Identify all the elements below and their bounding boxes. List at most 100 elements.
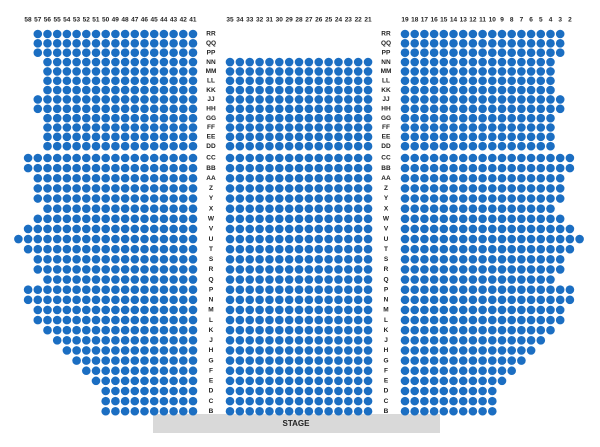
seat[interactable]: [101, 104, 110, 114]
seat[interactable]: [324, 76, 333, 86]
seat[interactable]: [353, 295, 363, 305]
seat[interactable]: [488, 346, 497, 355]
seat[interactable]: [344, 244, 353, 254]
seat[interactable]: [526, 29, 536, 39]
seat[interactable]: [159, 396, 169, 406]
seat[interactable]: [169, 95, 178, 104]
seat[interactable]: [526, 234, 536, 244]
seat[interactable]: [468, 224, 478, 234]
seat[interactable]: [43, 285, 52, 294]
seat[interactable]: [410, 132, 420, 142]
seat[interactable]: [245, 406, 255, 416]
seat[interactable]: [400, 315, 410, 325]
seat[interactable]: [52, 76, 62, 86]
seat[interactable]: [225, 356, 235, 365]
seat[interactable]: [304, 85, 314, 95]
seat[interactable]: [91, 275, 101, 284]
seat[interactable]: [449, 39, 458, 48]
seat[interactable]: [468, 29, 478, 39]
seat[interactable]: [546, 285, 555, 294]
seat[interactable]: [536, 204, 546, 213]
seat[interactable]: [275, 356, 284, 365]
seat[interactable]: [344, 85, 353, 95]
seat[interactable]: [324, 173, 333, 183]
seat[interactable]: [420, 184, 429, 193]
seat[interactable]: [468, 57, 478, 67]
seat[interactable]: [52, 113, 62, 123]
seat[interactable]: [458, 113, 468, 123]
seat[interactable]: [488, 386, 497, 396]
seat[interactable]: [23, 224, 33, 234]
seat[interactable]: [159, 366, 169, 376]
seat[interactable]: [111, 57, 120, 67]
seat[interactable]: [179, 39, 188, 48]
seat[interactable]: [225, 214, 235, 224]
seat[interactable]: [526, 123, 536, 132]
seat[interactable]: [52, 265, 62, 274]
seat[interactable]: [429, 265, 439, 274]
seat[interactable]: [52, 275, 62, 284]
seat[interactable]: [245, 76, 255, 86]
seat[interactable]: [304, 325, 314, 335]
seat[interactable]: [255, 234, 264, 244]
seat[interactable]: [449, 141, 458, 151]
seat[interactable]: [120, 132, 130, 142]
seat[interactable]: [130, 194, 140, 203]
seat[interactable]: [72, 48, 81, 57]
seat[interactable]: [82, 265, 91, 274]
seat[interactable]: [43, 95, 52, 104]
seat[interactable]: [33, 234, 43, 244]
seat[interactable]: [294, 254, 304, 264]
seat[interactable]: [120, 356, 130, 365]
seat[interactable]: [449, 85, 458, 95]
seat[interactable]: [284, 325, 294, 335]
seat[interactable]: [468, 336, 478, 345]
seat[interactable]: [536, 275, 546, 284]
seat[interactable]: [458, 57, 468, 67]
seat[interactable]: [179, 396, 188, 406]
seat[interactable]: [111, 173, 120, 183]
seat[interactable]: [353, 132, 363, 142]
seat[interactable]: [334, 184, 343, 193]
seat[interactable]: [245, 315, 255, 325]
seat[interactable]: [507, 194, 516, 203]
seat[interactable]: [458, 254, 468, 264]
seat[interactable]: [188, 194, 198, 203]
seat[interactable]: [458, 244, 468, 254]
seat[interactable]: [507, 184, 516, 193]
seat[interactable]: [33, 95, 43, 104]
seat[interactable]: [497, 265, 507, 274]
seat[interactable]: [449, 104, 458, 114]
seat[interactable]: [439, 396, 449, 406]
seat[interactable]: [111, 386, 120, 396]
seat[interactable]: [449, 57, 458, 67]
seat[interactable]: [294, 85, 304, 95]
seat[interactable]: [130, 325, 140, 335]
seat[interactable]: [478, 184, 487, 193]
seat[interactable]: [62, 67, 72, 76]
seat[interactable]: [429, 39, 439, 48]
seat[interactable]: [72, 305, 81, 315]
seat[interactable]: [468, 163, 478, 173]
seat[interactable]: [363, 265, 373, 274]
seat[interactable]: [478, 305, 487, 315]
seat[interactable]: [314, 163, 324, 173]
seat[interactable]: [275, 173, 284, 183]
seat[interactable]: [507, 234, 516, 244]
seat[interactable]: [458, 29, 468, 39]
seat[interactable]: [284, 132, 294, 142]
seat[interactable]: [363, 104, 373, 114]
seat[interactable]: [314, 406, 324, 416]
seat[interactable]: [304, 194, 314, 203]
seat[interactable]: [546, 173, 555, 183]
seat[interactable]: [546, 295, 555, 305]
seat[interactable]: [536, 113, 546, 123]
seat[interactable]: [225, 396, 235, 406]
seat[interactable]: [149, 57, 159, 67]
seat[interactable]: [179, 234, 188, 244]
seat[interactable]: [149, 39, 159, 48]
seat[interactable]: [497, 315, 507, 325]
seat[interactable]: [334, 315, 343, 325]
seat[interactable]: [478, 396, 487, 406]
seat[interactable]: [101, 29, 110, 39]
